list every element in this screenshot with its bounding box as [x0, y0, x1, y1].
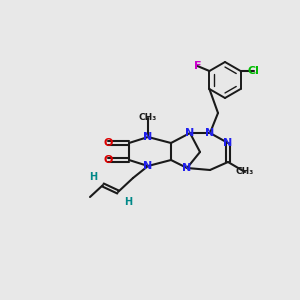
Text: O: O: [103, 155, 113, 165]
Text: N: N: [185, 128, 195, 138]
Text: CH₃: CH₃: [139, 113, 157, 122]
Text: F: F: [194, 61, 201, 71]
Text: N: N: [224, 138, 232, 148]
Text: H: H: [89, 172, 97, 182]
Text: CH₃: CH₃: [236, 167, 254, 176]
Text: N: N: [143, 132, 153, 142]
Text: Cl: Cl: [248, 66, 260, 76]
Text: N: N: [206, 128, 214, 138]
Text: N: N: [143, 161, 153, 171]
Text: H: H: [124, 197, 132, 207]
Text: O: O: [103, 138, 113, 148]
Text: N: N: [182, 163, 192, 173]
